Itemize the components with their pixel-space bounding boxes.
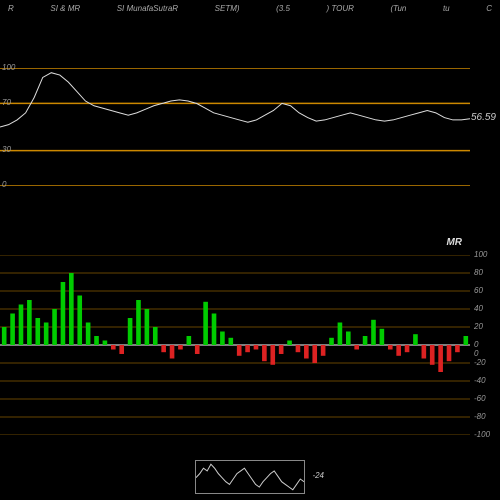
mid-axis-label: 0 0 — [474, 340, 478, 358]
header-item: SETM) — [215, 4, 240, 18]
mid-axis-label: -40 — [474, 376, 486, 385]
axis-label-30: 30 — [2, 145, 11, 154]
header-item: (Tun — [391, 4, 407, 18]
mid-axis-label: 60 — [474, 286, 483, 295]
header-item: ) TOUR — [327, 4, 354, 18]
header-item: tu — [443, 4, 450, 18]
header-item: C — [486, 4, 492, 18]
header-item: R — [8, 4, 14, 18]
axis-label-70: 70 — [2, 98, 11, 107]
header-item: (3.5 — [276, 4, 290, 18]
header-item: SI & MR — [50, 4, 80, 18]
header-item: SI MunafaSutraR — [117, 4, 178, 18]
top-oscillator-chart: 100 70 30 0 56.59 — [0, 68, 470, 186]
mid-chart-svg — [0, 255, 470, 435]
mid-axis-label: 80 — [474, 268, 483, 277]
mid-axis-label: 40 — [474, 304, 483, 313]
axis-label-0: 0 — [2, 180, 6, 189]
mid-axis-label: -60 — [474, 394, 486, 403]
mini-callout: -24 — [312, 471, 324, 480]
mini-chart-svg — [196, 461, 304, 493]
mid-axis-label: -100 — [474, 430, 490, 439]
mini-chart: -24 — [195, 460, 305, 494]
mid-bar-chart: MR 100806040200 0-20-40-60-80-100 — [0, 255, 470, 435]
mid-axis-label: 100 — [474, 250, 487, 259]
mr-label: MR — [446, 237, 462, 248]
mid-axis-label: 20 — [474, 322, 483, 331]
mid-axis-label: -80 — [474, 412, 486, 421]
axis-label-100: 100 — [2, 63, 15, 72]
header-labels: R SI & MR SI MunafaSutraR SETM) (3.5 ) T… — [0, 4, 500, 18]
top-value-callout: 56.59 — [471, 112, 496, 123]
top-chart-svg — [0, 68, 470, 186]
mid-axis-label: -20 — [474, 358, 486, 367]
